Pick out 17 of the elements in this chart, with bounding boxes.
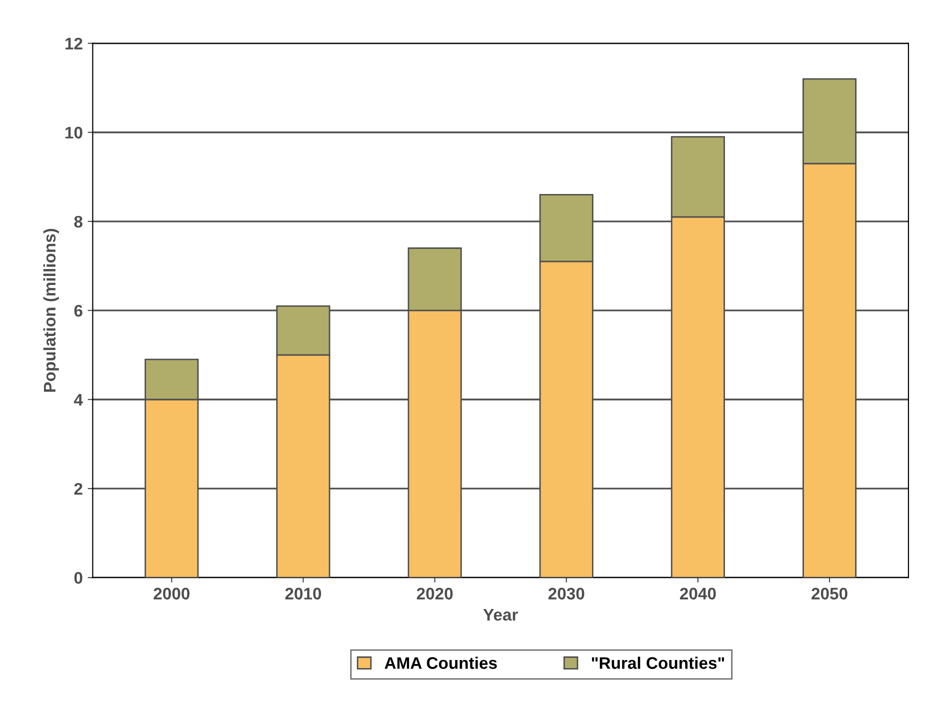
y-axis-title: Population (millions) bbox=[43, 228, 59, 392]
y-tick-label: 4 bbox=[74, 394, 83, 406]
legend-label: "Rural Counties" bbox=[592, 656, 724, 669]
y-tick-label: 8 bbox=[74, 216, 82, 228]
x-tick-label: 2050 bbox=[812, 588, 848, 600]
y-tick-label: 0 bbox=[74, 572, 82, 584]
legend-label: AMA Counties bbox=[384, 656, 497, 669]
x-tick-label: 2030 bbox=[548, 588, 584, 600]
x-tick-label: 2010 bbox=[285, 588, 322, 600]
y-tick-label: 2 bbox=[74, 482, 82, 495]
x-tick-label: 2000 bbox=[154, 588, 190, 600]
y-tick-label: 6 bbox=[74, 304, 82, 317]
x-tick-label: 2020 bbox=[416, 588, 453, 600]
y-tick-label: 12 bbox=[65, 38, 82, 50]
x-axis-title: Year bbox=[483, 609, 518, 621]
y-tick-label: 10 bbox=[65, 126, 82, 139]
x-tick-label: 2040 bbox=[680, 588, 716, 600]
